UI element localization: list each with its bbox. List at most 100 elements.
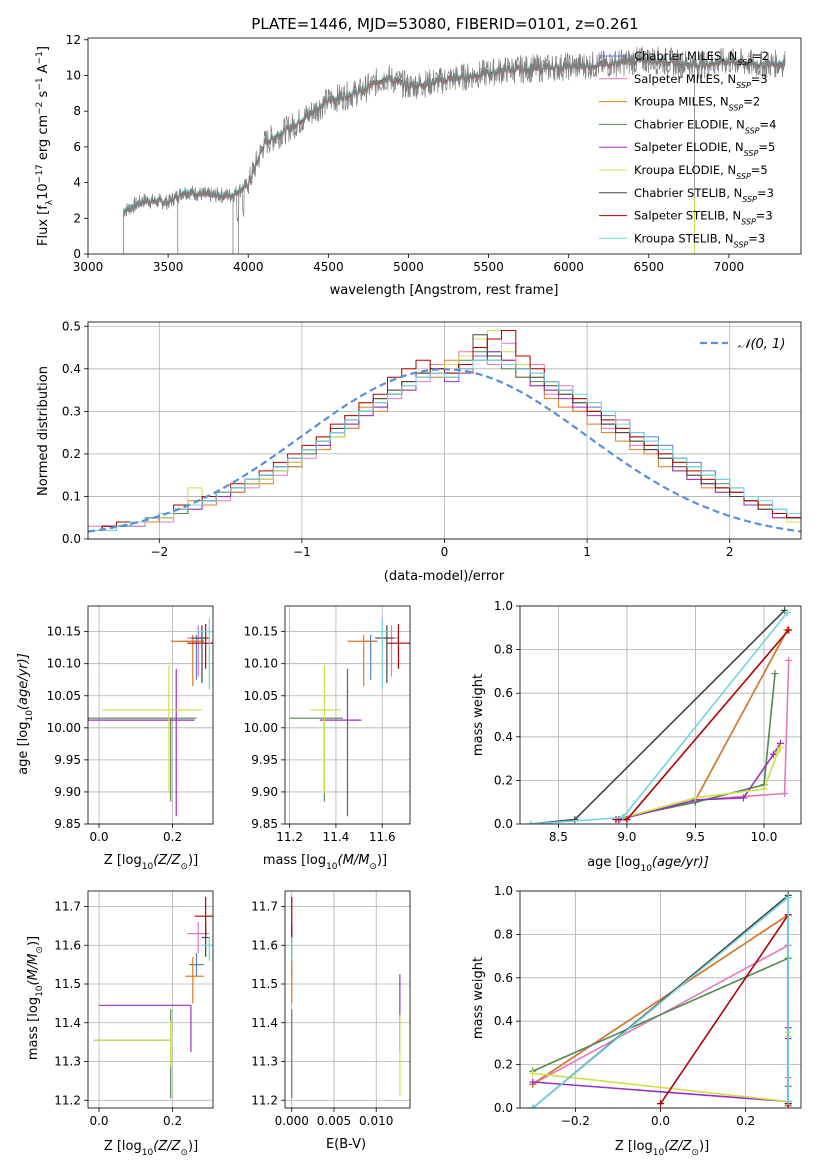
ylabel-part: ⊙ [35,946,45,954]
xlabel-part: )] [188,1139,198,1154]
y-tick-label: 11.4 [54,1016,81,1030]
age-vs-z-ylabel: age [log10(age/yr)] [16,653,35,775]
spectrum-ylabel-part: −1 [35,51,45,64]
weight-vs-age-plot-area: 8.5 9.0 9.5 10.0 0.0 0.2 0.4 0.6 0.8 1.0 [494,599,802,844]
y-tick-label: 9.90 [54,785,81,799]
xlabel-part: mass [log [263,853,326,868]
x-tick-label: 2 [726,545,734,559]
y-tick-label: 2 [73,211,81,225]
weight-marker [529,1078,537,1086]
plot-content [527,606,793,824]
xlabel-part: Z [log [104,853,142,868]
spectrum-plot-area: 3000 3500 4000 4500 5000 5500 6000 6500 7000 0 2 4 6… [66,33,802,274]
mass-vs-ebv-plot-area: 0.000 0.005 0.010 11.2 11.3 11.4 11.5 11.6 11.7 [251,890,411,1128]
mass-vs-z-ylabel: mass [log10(M/M⊙)] [26,936,45,1060]
y-tick-label: 11.6 [251,938,278,952]
legend-label: Salpeter STELIB, NSSP=3 [634,209,773,227]
spectrum-xlabel: wavelength [Angstrom, rest frame] [330,283,559,298]
spectrum-ylabel-part: Flux [f [36,205,51,246]
legend-label-value: =3 [748,231,765,245]
y-tick-label: 9.95 [251,753,278,767]
x-tick-label: 6000 [553,260,584,274]
plot-content [88,618,213,817]
legend-label: 𝒩(0, 1) [738,337,785,352]
legend-label: Salpeter ELODIE, NSSP=5 [634,140,775,158]
ylabel-part: 10 [25,710,35,722]
x-tick-label: 7000 [714,260,745,274]
legend-label-value: =3 [757,186,774,200]
plot-content [123,46,786,254]
axes-frame [87,321,802,540]
y-tick-label: 0.2 [62,447,81,461]
x-tick-label: −0.2 [561,1114,590,1128]
xlabel-part: (M/M [338,853,370,868]
y-tick-label: 9.95 [54,753,81,767]
weight-marker [785,657,793,664]
weight-line [623,747,782,819]
legend-label-value: =2 [752,49,769,63]
y-tick-label: 11.7 [54,900,81,914]
spectrum-ylabel-part: −2 [35,102,45,115]
x-tick-label: −1 [293,545,311,559]
y-tick-label: 10.05 [47,689,81,703]
weight-marker [784,894,792,902]
legend-label-text: Salpeter ELODIE, N [634,140,744,154]
x-tick-label: 0.2 [736,1114,755,1128]
xlabel-part: 10 [326,862,338,872]
legend-label-value: =5 [751,163,768,177]
x-tick-label: 0.2 [163,830,182,844]
weight-marker [776,744,784,752]
y-tick-label: 0.2 [494,1058,513,1072]
weight-marker [783,609,791,617]
legend-label-subscript: SSP [737,58,752,67]
x-tick-label: 9.0 [617,830,636,844]
y-tick-label: 4 [73,176,81,190]
weight-vs-z-xlabel: Z [log10(Z/Z⊙)] [615,1139,709,1158]
legend-label: Salpeter MILES, NSSP=3 [634,72,768,90]
figure-title: PLATE=1446, MJD=53080, FIBERID=0101, z=0… [251,15,638,33]
plot-content [88,330,801,533]
normal-distribution-curve [88,368,801,533]
x-tick-label: 3000 [73,260,104,274]
y-tick-label: 0.0 [494,1101,513,1115]
xlabel-part: )] [377,853,387,868]
plot-content [529,891,792,1108]
legend-label-value: =3 [751,72,768,86]
age-vs-mass-xlabel: mass [log10(M/M⊙)] [263,853,387,872]
x-tick-label: 0.0 [89,830,108,844]
weight-vs-z-plot-area: −0.2 0.0 0.2 0.0 0.2 0.4 0.6 0.8 1.0 [494,884,802,1128]
legend-label-subscript: SSP [729,103,744,112]
legend-label-subscript: SSP [741,217,756,226]
plot-content [93,896,213,1099]
xlabel-part: ⊙ [180,862,188,872]
y-tick-label: 9.85 [251,817,278,831]
residuals-panel: −2 −1 0 1 2 0.0 0.1 0.2 0.3 0.4 0.5 𝒩(0, 1) (data-m… [36,319,802,584]
weight-vs-z-panel: −0.2 0.0 0.2 0.0 0.2 0.4 0.6 0.8 1.0 Z [log10(Z/… [471,884,802,1158]
xlabel-part: 10 [653,1148,665,1158]
age-vs-mass-plot-area: 11.2 11.4 11.6 9.85 9.90 9.95 10.00 10.05 10.10 1… [244,605,411,844]
axes-frame [519,890,802,1109]
legend-label-text: Salpeter STELIB, N [634,209,741,223]
weight-line [619,660,790,821]
weight-marker [739,794,747,802]
weight-marker [770,750,778,758]
ylabel-part: 10 [35,985,45,997]
spectrum-ylabel-part: A [36,64,51,77]
axes-frame [87,890,214,1109]
y-tick-label: 11.5 [54,977,81,991]
weight-marker [771,670,779,678]
plot-content [289,618,410,817]
y-tick-label: 0.4 [62,362,81,376]
axes-frame [284,890,411,1109]
xlabel-part: ⊙ [691,1148,699,1158]
plot-content [291,896,401,1099]
xlabel-part: ⊙ [369,862,377,872]
x-tick-label: −2 [150,545,168,559]
xlabel-part: 10 [142,862,154,872]
x-tick-label: 11.4 [323,830,350,844]
y-tick-label: 0.0 [494,817,513,831]
legend-label-text: Kroupa ELODIE, N [634,163,736,177]
mass-vs-z-plot-area: 0.0 0.2 11.2 11.3 11.4 11.5 11.6 11.7 [54,890,214,1128]
y-tick-label: 0.8 [494,927,513,941]
legend-label-text: Salpeter MILES, N [634,72,736,86]
